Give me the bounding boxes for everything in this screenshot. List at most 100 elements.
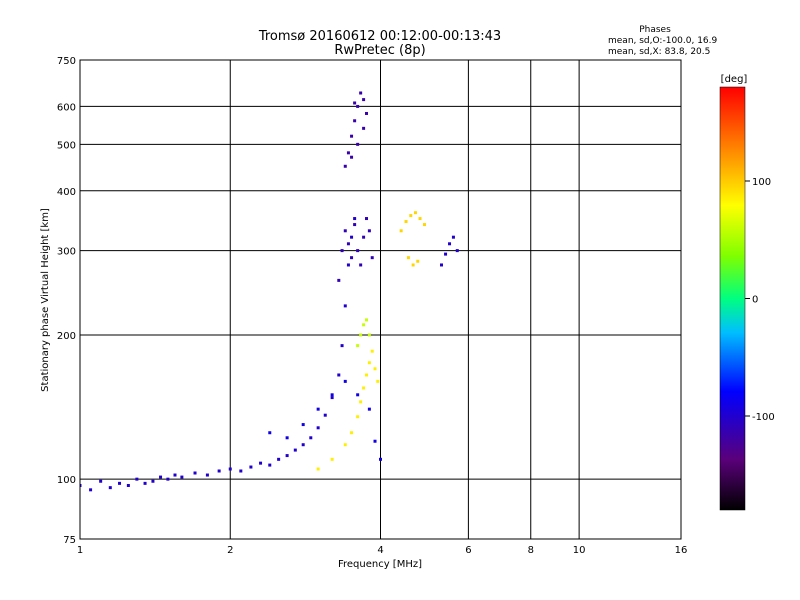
data-point	[444, 252, 448, 256]
data-point	[285, 454, 289, 458]
data-point	[350, 235, 354, 239]
data-point	[301, 423, 305, 427]
data-point	[455, 249, 459, 253]
data-point	[337, 373, 341, 377]
data-point	[277, 457, 281, 461]
data-point	[285, 436, 289, 440]
x-tick-label: 16	[675, 545, 688, 556]
data-point	[416, 259, 420, 263]
colorbar-label: [deg]	[721, 74, 748, 85]
x-axis-label: Frequency [MHz]	[338, 559, 422, 570]
y-tick-label: 750	[57, 56, 76, 67]
data-point	[343, 304, 347, 308]
data-point	[126, 483, 130, 487]
y-tick-label: 100	[57, 475, 76, 486]
data-point	[411, 263, 415, 267]
y-tick-label: 300	[57, 247, 76, 258]
data-point	[173, 473, 177, 477]
stats-line-o: mean, sd,O:-100.0, 16.9	[608, 36, 718, 46]
data-point	[422, 223, 426, 227]
data-point	[440, 263, 444, 267]
data-point	[399, 229, 403, 233]
colorbar-ticks: 100 0 -100	[745, 177, 775, 423]
y-tick-label: 600	[57, 102, 76, 113]
data-point	[350, 155, 354, 159]
x-tick-label: 8	[528, 545, 534, 556]
data-point	[353, 119, 357, 123]
data-point	[180, 475, 184, 479]
data-point	[343, 443, 347, 447]
x-tick-label: 1	[77, 545, 83, 556]
data-point	[365, 217, 369, 221]
data-point	[166, 477, 170, 481]
data-point	[448, 242, 452, 246]
data-point	[143, 481, 147, 485]
data-point	[268, 463, 272, 467]
data-point	[309, 436, 313, 440]
data-point	[151, 479, 155, 483]
data-point	[362, 98, 366, 102]
data-point	[356, 415, 360, 419]
data-point	[370, 256, 374, 260]
data-point	[330, 393, 334, 397]
y-axis-label: Stationary phase Virtual Height [km]	[40, 208, 51, 392]
data-point	[330, 457, 334, 461]
data-point	[316, 407, 320, 411]
data-point	[301, 443, 305, 447]
data-point	[373, 367, 377, 371]
data-point	[268, 431, 272, 435]
data-point	[362, 235, 366, 239]
data-point	[80, 483, 82, 487]
data-point	[217, 469, 221, 473]
data-point	[350, 431, 354, 435]
data-point	[343, 229, 347, 233]
data-point	[406, 256, 410, 260]
colorbar-tick-label: 0	[752, 295, 758, 306]
data-point	[99, 479, 103, 483]
data-point	[451, 235, 455, 239]
data-point	[362, 323, 366, 327]
data-point	[359, 333, 363, 337]
data-point	[356, 344, 360, 348]
data-point	[340, 344, 344, 348]
stats-header: Phases	[639, 25, 671, 35]
y-tick-label: 75	[63, 535, 76, 546]
y-tick-label: 200	[57, 331, 76, 342]
data-point	[340, 249, 344, 253]
data-point	[316, 467, 320, 471]
data-point	[346, 242, 350, 246]
data-point	[365, 373, 369, 377]
data-point	[413, 211, 417, 215]
data-point	[367, 407, 371, 411]
stats-line-x: mean, sd,X: 83.8, 20.5	[608, 47, 710, 57]
data-point	[259, 461, 263, 465]
data-point	[118, 481, 122, 485]
colorbar	[719, 86, 746, 511]
data-point	[159, 475, 163, 479]
data-point	[337, 278, 341, 282]
x-tick-label: 6	[465, 545, 471, 556]
data-point	[353, 217, 357, 221]
data-point	[404, 220, 408, 224]
data-point	[359, 91, 363, 95]
data-point	[205, 473, 209, 477]
data-point	[359, 400, 363, 404]
data-point	[330, 396, 334, 400]
data-point	[367, 333, 371, 337]
grid	[79, 59, 682, 540]
data-point	[316, 426, 320, 430]
x-tick-label: 10	[573, 545, 586, 556]
data-point	[367, 361, 371, 365]
data-point	[356, 393, 360, 397]
data-point	[346, 263, 350, 267]
colorbar-tick-label: -100	[752, 412, 775, 423]
data-point	[418, 217, 422, 221]
data-point	[376, 379, 380, 383]
data-point	[343, 379, 347, 383]
data-point	[362, 126, 366, 130]
data-point	[370, 349, 374, 353]
data-point	[362, 386, 366, 390]
data-point	[356, 142, 360, 146]
data-point	[249, 465, 253, 469]
